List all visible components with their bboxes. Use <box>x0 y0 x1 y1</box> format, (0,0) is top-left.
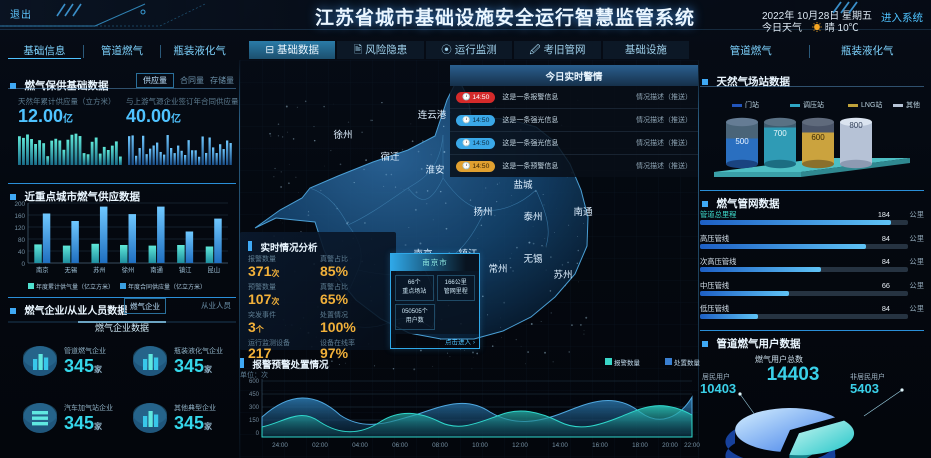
svg-text:08:00: 08:00 <box>432 442 448 449</box>
svg-text:200: 200 <box>14 201 25 208</box>
svg-text:0: 0 <box>256 431 260 437</box>
svg-text:14:00: 14:00 <box>552 442 568 449</box>
svg-text:徐州: 徐州 <box>122 265 135 274</box>
svg-text:淮安: 淮安 <box>425 164 444 176</box>
svg-text:24:00: 24:00 <box>272 442 288 449</box>
svg-text:160: 160 <box>14 213 25 220</box>
svg-text:南通: 南通 <box>150 265 163 274</box>
svg-text:连云港: 连云港 <box>418 109 447 121</box>
svg-text:盐城: 盐城 <box>513 179 533 191</box>
svg-text:常州: 常州 <box>488 263 507 275</box>
svg-text:06:00: 06:00 <box>392 442 408 449</box>
svg-text:600: 600 <box>811 133 825 142</box>
svg-text:无锡: 无锡 <box>523 253 542 265</box>
svg-text:昆山: 昆山 <box>207 265 220 274</box>
svg-text:宿迁: 宿迁 <box>380 151 400 163</box>
svg-text:20:00: 20:00 <box>662 442 678 449</box>
svg-text:600: 600 <box>249 379 260 385</box>
svg-text:南通: 南通 <box>573 206 593 218</box>
svg-text:12:00: 12:00 <box>512 442 528 449</box>
svg-text:苏州: 苏州 <box>93 265 106 274</box>
svg-text:22:00: 22:00 <box>684 442 700 449</box>
svg-text:04:00: 04:00 <box>352 442 368 449</box>
svg-text:镇江: 镇江 <box>179 265 192 274</box>
svg-text:16:00: 16:00 <box>592 442 608 449</box>
svg-text:0: 0 <box>21 261 25 268</box>
svg-text:120: 120 <box>14 225 25 232</box>
svg-text:18:00: 18:00 <box>632 442 648 449</box>
svg-text:扬州: 扬州 <box>473 206 492 218</box>
svg-text:02:00: 02:00 <box>312 442 328 449</box>
svg-text:徐州: 徐州 <box>333 129 352 141</box>
svg-text:500: 500 <box>735 137 749 146</box>
svg-text:40: 40 <box>18 249 26 256</box>
svg-text:无锡: 无锡 <box>65 265 78 274</box>
svg-text:10:00: 10:00 <box>472 442 488 449</box>
svg-text:700: 700 <box>773 129 787 138</box>
svg-text:泰州: 泰州 <box>523 211 542 223</box>
svg-text:苏州: 苏州 <box>553 269 572 281</box>
svg-text:800: 800 <box>849 121 863 130</box>
svg-text:450: 450 <box>249 392 260 398</box>
svg-text:300: 300 <box>249 405 260 411</box>
svg-text:南京: 南京 <box>36 265 49 274</box>
svg-text:80: 80 <box>18 237 26 244</box>
svg-text:150: 150 <box>249 418 260 424</box>
